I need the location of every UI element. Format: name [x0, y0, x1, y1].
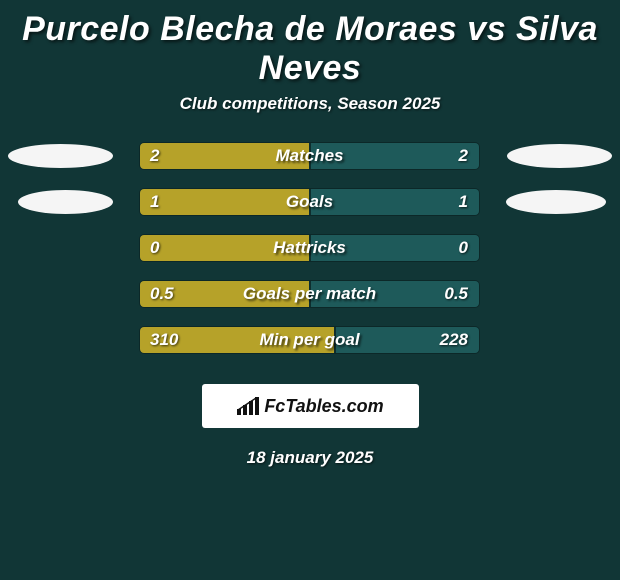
stat-bar: [139, 326, 480, 354]
stat-value-left: 0: [150, 234, 159, 262]
stat-bar-divider: [334, 327, 336, 353]
stat-row: 0.50.5Goals per match: [0, 280, 620, 308]
stat-row: 22Matches: [0, 142, 620, 170]
stat-value-right: 228: [440, 326, 468, 354]
stat-value-right: 1: [459, 188, 468, 216]
stat-bar-left: [140, 143, 310, 169]
stat-bar-divider: [309, 235, 311, 261]
player-badge-left: [18, 190, 113, 214]
stat-row: 00Hattricks: [0, 234, 620, 262]
brand-logo[interactable]: FcTables.com: [202, 384, 419, 428]
stat-value-left: 2: [150, 142, 159, 170]
player-badge-right: [507, 144, 612, 168]
stat-bar: [139, 234, 480, 262]
stat-bar: [139, 188, 480, 216]
brand-text: FcTables.com: [264, 396, 383, 417]
stat-value-left: 310: [150, 326, 178, 354]
stats-rows: 22Matches11Goals00Hattricks0.50.5Goals p…: [0, 142, 620, 354]
stat-row: 310228Min per goal: [0, 326, 620, 354]
stat-value-right: 2: [459, 142, 468, 170]
stat-bar-right: [310, 143, 480, 169]
stat-row: 11Goals: [0, 188, 620, 216]
date-text: 18 january 2025: [0, 448, 620, 468]
page-subtitle: Club competitions, Season 2025: [0, 94, 620, 114]
stat-bar: [139, 280, 480, 308]
stat-bar-left: [140, 235, 310, 261]
page-title: Purcelo Blecha de Moraes vs Silva Neves: [0, 10, 620, 88]
stat-bar-divider: [309, 143, 311, 169]
stat-bar-divider: [309, 189, 311, 215]
stat-bar-divider: [309, 281, 311, 307]
stat-bar: [139, 142, 480, 170]
stat-bar-right: [310, 189, 480, 215]
stat-value-left: 0.5: [150, 280, 174, 308]
infographic-container: Purcelo Blecha de Moraes vs Silva Neves …: [0, 0, 620, 468]
player-badge-left: [8, 144, 113, 168]
player-badge-right: [506, 190, 606, 214]
stat-bar-right: [310, 235, 480, 261]
stat-bar-left: [140, 189, 310, 215]
bar-chart-icon: [236, 396, 260, 416]
stat-value-right: 0.5: [444, 280, 468, 308]
stat-value-right: 0: [459, 234, 468, 262]
stat-value-left: 1: [150, 188, 159, 216]
